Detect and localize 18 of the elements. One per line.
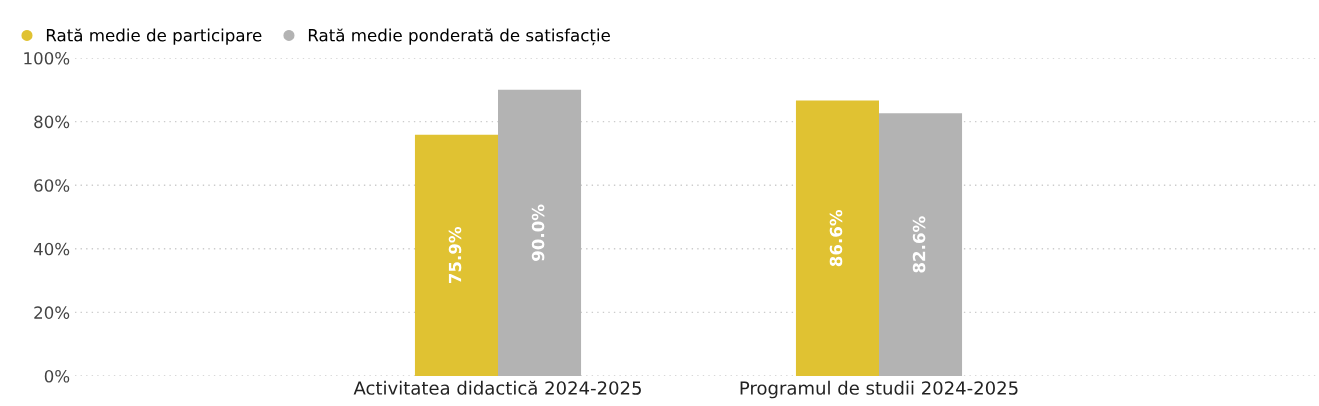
legend-label: Rată medie de participare xyxy=(46,28,262,45)
y-tick-label: 60% xyxy=(34,179,70,192)
bar xyxy=(795,100,879,376)
x-tick-label: Programul de studii 2024-2025 xyxy=(740,380,1018,399)
legend-label: Rată medie ponderată de satisfacție xyxy=(308,28,610,46)
x-tick-label: Activitatea didactică 2024-2025 xyxy=(353,380,641,395)
data-label: 75.9% xyxy=(448,226,462,284)
y-tick-label: 20% xyxy=(34,306,70,319)
bar xyxy=(879,113,963,376)
data-label: 82.6% xyxy=(912,216,926,273)
y-tick-label: 80% xyxy=(34,115,70,129)
bar xyxy=(498,89,582,376)
y-tick-label: 100% xyxy=(24,51,70,65)
y-tick-label: 0% xyxy=(44,369,70,383)
y-tick-label: 40% xyxy=(33,242,70,256)
bar xyxy=(414,134,498,376)
data-label: 86.6% xyxy=(829,209,843,267)
data-label: 90.0% xyxy=(531,204,545,261)
